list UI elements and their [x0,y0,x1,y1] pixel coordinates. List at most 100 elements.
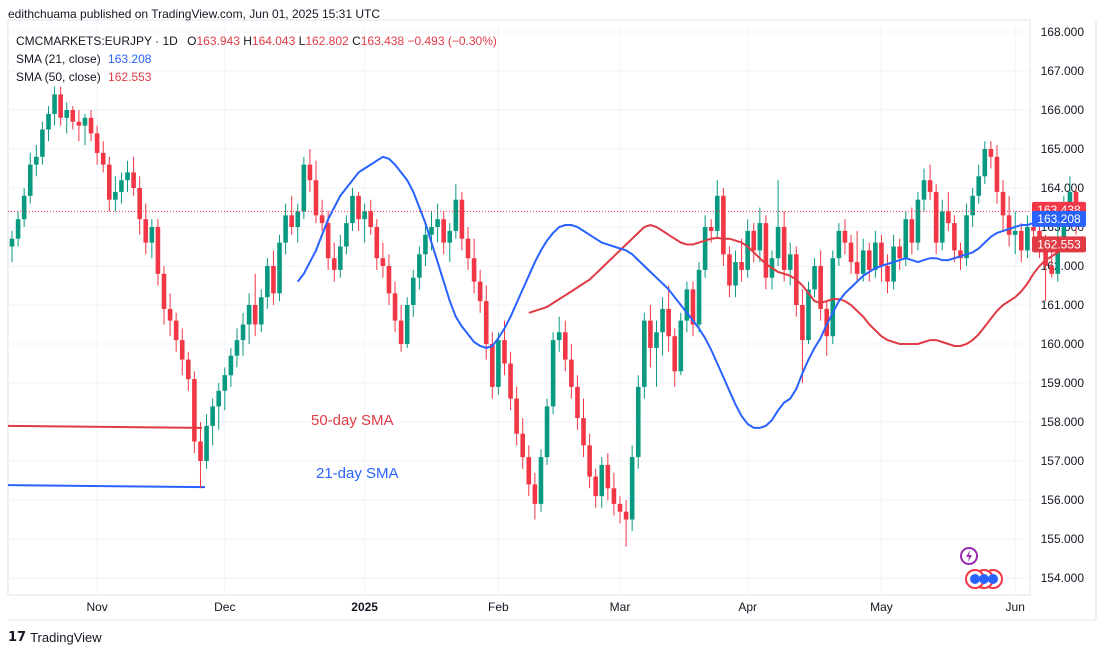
candle-body [623,511,629,520]
y-tick-label: 154.000 [1041,571,1085,585]
candle-body [994,156,1000,192]
candle-body [447,230,453,243]
candle-body [313,180,319,216]
candle-body [842,230,848,243]
candle-body [538,457,544,504]
candle-body [119,180,124,192]
y-tick-label: 157.000 [1041,454,1085,468]
candle-body [1043,246,1048,266]
candle-body [678,320,684,372]
candle-body [891,246,896,282]
candle-body [490,344,495,387]
candle-body [1031,227,1036,231]
y-tick-label: 161.000 [1041,298,1085,312]
candle-body [319,215,325,224]
candle-body [362,211,367,220]
candle-body [702,227,708,270]
candle-body [939,211,945,243]
sma50-label: SMA (50, close) [16,70,101,84]
candle-body [903,219,909,259]
candle-body [404,305,410,344]
candle-body [1073,191,1079,212]
candle-body [64,110,70,118]
candle-body [125,172,130,181]
candle-body [946,211,951,224]
candle-body [34,156,39,165]
candle-body [611,488,617,504]
sma50-price-tag-bg [1032,236,1086,253]
candle-body [137,188,142,220]
candle-body [721,195,726,255]
candle-body [781,227,787,270]
candle-body [1067,191,1073,204]
candle-body [575,386,580,419]
candle-body [435,219,440,227]
x-tick-label: May [870,600,893,614]
candle-body [885,266,890,282]
candle-body [173,320,179,341]
sma50-legend[interactable]: SMA (50, close) 162.553 [16,70,151,84]
candle-body [952,223,957,251]
candle-body [417,254,422,278]
candle-body [88,117,94,134]
candle-body [277,242,282,294]
tradingview-branding[interactable]: 17 TradingView [8,630,102,645]
candle-body [818,266,823,309]
symbol-legend[interactable]: CMCMARKETS:EURJPY · 1D O163.943 H164.043… [16,34,497,48]
candle-body [423,234,428,255]
candle-body [344,223,349,247]
y-tick-label: 168.000 [1041,25,1085,39]
candle-body [356,195,361,220]
candle-body [958,250,963,259]
candle-body [562,332,568,360]
candle-body [222,375,228,391]
candle-body [879,242,884,266]
candle-body [921,180,927,200]
sma21-legend[interactable]: SMA (21, close) 163.208 [16,52,151,66]
candle-body [763,223,769,278]
close-value: 163.438 [360,34,405,48]
candle-body [186,359,191,380]
candle-body [544,406,550,458]
candle-body [21,195,27,220]
y-tick-label: 155.000 [1041,532,1085,546]
y-tick-label: 156.000 [1041,493,1085,507]
candle-body [1055,238,1061,274]
candle-body [325,223,331,259]
candle-body [307,164,313,181]
y-tick-label: 158.000 [1041,415,1085,429]
candle-body [210,406,215,426]
candle-body [897,246,902,259]
candle-body [1025,227,1030,251]
candle-body [964,215,969,259]
candle-body [76,121,82,126]
candle-body [988,149,994,157]
candle-body [1012,230,1018,235]
candle-body [143,219,149,243]
candle-body [410,277,416,305]
candle-body [331,258,337,270]
candle-body [9,238,15,247]
candle-body [690,289,696,325]
low-label: L [298,34,306,48]
candle-body [836,230,842,259]
y-tick-label: 160.000 [1041,337,1085,351]
chart-tool-icons[interactable] [958,545,1013,598]
sma21-value: 163.208 [108,52,152,66]
y-tick-label: 159.000 [1041,376,1085,390]
candle-body [252,305,258,325]
candle-body [392,293,398,321]
candle-body [228,355,234,376]
candle-body [550,340,556,407]
bolt-icon [960,547,978,565]
candle-body [873,242,878,270]
candle-body [848,242,854,263]
candle-body [745,230,750,270]
x-tick-label: 2025 [351,600,378,614]
candle-body [866,250,872,270]
candle-body [556,332,562,341]
x-tick-label: Feb [488,600,509,614]
candle-body [854,262,860,274]
candle-body [642,320,647,387]
